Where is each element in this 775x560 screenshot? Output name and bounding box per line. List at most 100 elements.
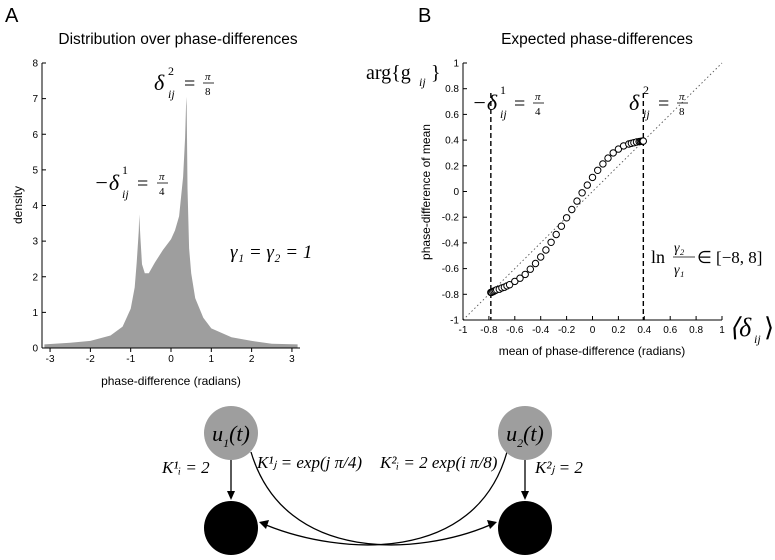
panel-b-x-label: mean of phase-difference (radians) <box>499 344 686 358</box>
panel-b-title: Expected phase-differences <box>501 31 693 48</box>
panel-a-title: Distribution over phase-differences <box>58 31 297 48</box>
scatter-point <box>639 137 647 145</box>
arrowhead-u2-sj <box>521 491 529 500</box>
scatter-point <box>583 181 591 189</box>
range-ln: ln <box>651 247 665 267</box>
scatter-point <box>526 265 534 273</box>
node-u2-label: u2(t) <box>506 421 544 450</box>
panel-b-y-tick-label: 1 <box>453 59 459 70</box>
peak2-sub: ij <box>168 87 175 101</box>
panel-b-x-tick-label: 0.8 <box>689 325 703 336</box>
left-symbol: −δ <box>472 90 498 115</box>
peak1-denominator: 4 <box>159 186 165 198</box>
peak1-numerator: π <box>159 171 165 183</box>
peak2-equals: = <box>184 73 195 95</box>
left-numerator: π <box>535 91 541 103</box>
node-sj <box>498 501 552 555</box>
annotation-right: δ 2 ij = π 8 <box>629 83 688 121</box>
scatter-point <box>511 277 519 286</box>
peak1-symbol: −δ <box>94 170 120 195</box>
panel-a-x-ticks: -3 -2 -1 0 1 2 3 <box>46 348 295 365</box>
panel-a-y-tick-label: 6 <box>32 130 38 141</box>
gamma-equality: γ₁ = γ₂ = 1 <box>230 242 312 263</box>
scatter-point <box>537 253 545 261</box>
panel-a-y-tick-label: 7 <box>32 94 38 105</box>
panel-b-x-tick-label: -0.6 <box>506 325 524 336</box>
right-denominator: 8 <box>679 106 685 118</box>
panel-a-y-tick-label: 0 <box>32 344 38 355</box>
panel-b-y-tick-label: -1 <box>450 316 459 327</box>
identity-diagonal <box>462 62 723 321</box>
outer-y-label-sub: ij <box>419 75 426 89</box>
panel-a-y-tick-label: 3 <box>32 237 38 248</box>
panel-b-y-tick-label: 0 <box>453 187 459 198</box>
peak2-numerator: π <box>205 71 211 83</box>
scatter-point <box>521 270 529 279</box>
scatter-point <box>505 281 514 289</box>
panel-b-points <box>487 137 647 297</box>
panel-b-x-tick-label: 0 <box>590 325 596 336</box>
node-si-label: si(t) <box>215 516 248 545</box>
node-u2 <box>498 406 552 460</box>
right-sub: ij <box>643 107 650 121</box>
annotation-left: −δ 1 ij = π 4 <box>472 83 544 121</box>
annotation-peak2: δ 2 ij = π 8 <box>154 64 214 101</box>
panel-b-y-tick-label: 0.6 <box>445 110 459 121</box>
panel-a-y-tick-label: 4 <box>32 201 38 212</box>
panel-a-y-tick-label: 1 <box>32 308 38 319</box>
node-si <box>204 501 258 555</box>
arrowhead-u1-si <box>227 491 235 500</box>
panel-b-y-tick-label: -0.4 <box>442 238 460 249</box>
edge-label-k1j: K¹ⱼ = exp(j π/4) <box>256 453 362 472</box>
panel-b-y-tick-label: -0.8 <box>442 290 460 301</box>
scatter-point <box>516 274 524 282</box>
panel-b-x-tick-label: -0.8 <box>480 325 498 336</box>
panel-a: A Distribution over phase-differences -3… <box>5 5 312 388</box>
panel-b-x-ticks: -1 -0.8 -0.6 -0.4 -0.2 0 0.2 0.4 0.6 0.8 1 <box>459 316 725 336</box>
panel-a-x-tick-label: -3 <box>46 354 55 365</box>
peak1-sup: 1 <box>122 163 128 177</box>
scatter-point <box>542 246 550 254</box>
panel-a-y-ticks: 0 1 2 3 4 5 6 7 8 <box>32 59 46 355</box>
panel-b-x-tick-label: -0.4 <box>532 325 550 336</box>
range-numerator: γ₂ <box>674 241 685 256</box>
scatter-point <box>614 145 623 153</box>
scatter-point <box>578 189 586 197</box>
panel-b-y-tick-label: 0.4 <box>445 136 459 147</box>
panel-b-y-label: phase-difference of mean <box>419 124 433 260</box>
range-interval: ∈ [−8, 8] <box>697 248 762 267</box>
scatter-point <box>604 154 612 162</box>
arrowhead-u2-si <box>259 520 269 529</box>
panel-b-y-tick-label: -0.2 <box>442 213 460 224</box>
scatter-point <box>547 238 555 247</box>
left-equals: = <box>514 93 525 115</box>
peak2-denominator: 8 <box>205 86 211 98</box>
histogram-area <box>44 96 298 348</box>
scatter-point <box>599 160 607 168</box>
node-u1-label: u1(t) <box>212 421 250 450</box>
edge-label-k2j: K²ⱼ = 2 <box>534 458 583 477</box>
panel-b-x-tick-label: 1 <box>719 325 725 336</box>
outer-x-label-sub: ij <box>754 332 761 346</box>
left-denominator: 4 <box>535 106 541 118</box>
peak1-equals: = <box>137 173 148 195</box>
annotation-range: ln γ₂ γ₁ ∈ [−8, 8] <box>651 241 762 278</box>
panel-a-letter: A <box>5 5 19 27</box>
panel-b-letter: B <box>418 5 431 27</box>
panel-b-y-ticks: -1 -0.8 -0.6 -0.4 -0.2 0 0.2 0.4 0.6 0.8 1 <box>442 59 467 327</box>
panel-b-x-tick-label: 0.2 <box>611 325 625 336</box>
node-graph: u1(t) u2(t) si(t) sj(t) K¹ᵢ = 2 K¹ⱼ = ex… <box>161 406 583 555</box>
right-equals: = <box>658 93 669 115</box>
panel-a-y-label: density <box>11 186 25 224</box>
panel-b: B Expected phase-differences -1 -0.8 -0.6-… <box>366 5 774 358</box>
right-numerator: π <box>679 91 685 103</box>
panel-a-y-tick-label: 2 <box>32 272 38 283</box>
scatter-point <box>568 205 576 214</box>
scatter-point <box>557 222 566 230</box>
range-denominator: γ₁ <box>674 263 684 278</box>
edge-u1-sj <box>250 451 491 546</box>
scatter-point <box>588 173 597 182</box>
panel-a-x-label: phase-difference (radians) <box>101 374 241 388</box>
panel-b-marker-lines <box>490 93 645 320</box>
